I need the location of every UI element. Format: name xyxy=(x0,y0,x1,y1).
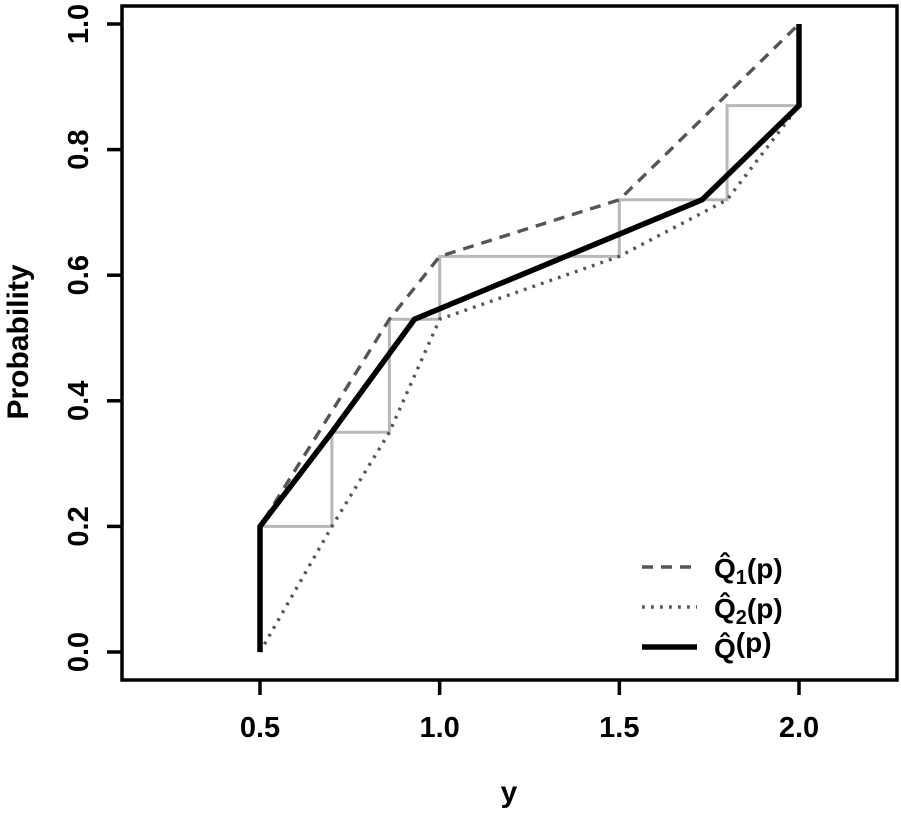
legend-q-base: Q̂ xyxy=(714,632,736,664)
legend-q2-base: Q̂ xyxy=(714,592,736,624)
y-tick-label: 0.2 xyxy=(63,506,95,546)
x-tick-label: 2.0 xyxy=(779,712,819,744)
legend: Q̂1(p) Q̂2(p) Q̂(p) xyxy=(642,552,783,664)
legend-q1-rest: (p) xyxy=(747,553,783,584)
legend-q-rest: (p) xyxy=(736,627,772,658)
series-q2p xyxy=(258,24,801,653)
legend-label-q2hat: Q̂2(p) xyxy=(714,592,783,629)
series-layer xyxy=(257,22,802,653)
legend-q2-rest: (p) xyxy=(747,593,783,624)
x-axis-title: y xyxy=(501,776,518,809)
y-tick-label: 0.4 xyxy=(63,381,95,421)
legend-item-q1hat: Q̂1(p) xyxy=(642,552,783,589)
y-tick-label: 0.6 xyxy=(63,255,95,295)
x-tick-label: 1.5 xyxy=(599,712,639,744)
legend-q2-subscript: 2 xyxy=(736,607,747,629)
series-staircase xyxy=(260,104,799,528)
y-axis-title: Probability xyxy=(2,264,35,419)
legend-item-q2hat: Q̂2(p) xyxy=(642,592,783,629)
x-axis: 0.5 1.0 1.5 2.0 xyxy=(240,680,819,744)
plot-border xyxy=(120,4,899,682)
legend-q1-base: Q̂ xyxy=(714,552,736,584)
legend-label-q1hat: Q̂1(p) xyxy=(714,552,783,589)
legend-label-qhat: Q̂(p) xyxy=(714,627,772,664)
x-tick-label: 0.5 xyxy=(240,712,280,744)
y-tick-label: 1.0 xyxy=(63,4,95,44)
x-tick-label: 1.0 xyxy=(420,712,460,744)
y-tick-label: 0.0 xyxy=(63,632,95,672)
legend-q1-subscript: 1 xyxy=(736,567,747,589)
y-axis: 0.0 0.2 0.4 0.6 0.8 1.0 xyxy=(63,4,122,672)
legend-item-qhat: Q̂(p) xyxy=(642,627,772,664)
series-qp xyxy=(257,24,802,652)
y-tick-label: 0.8 xyxy=(63,129,95,169)
